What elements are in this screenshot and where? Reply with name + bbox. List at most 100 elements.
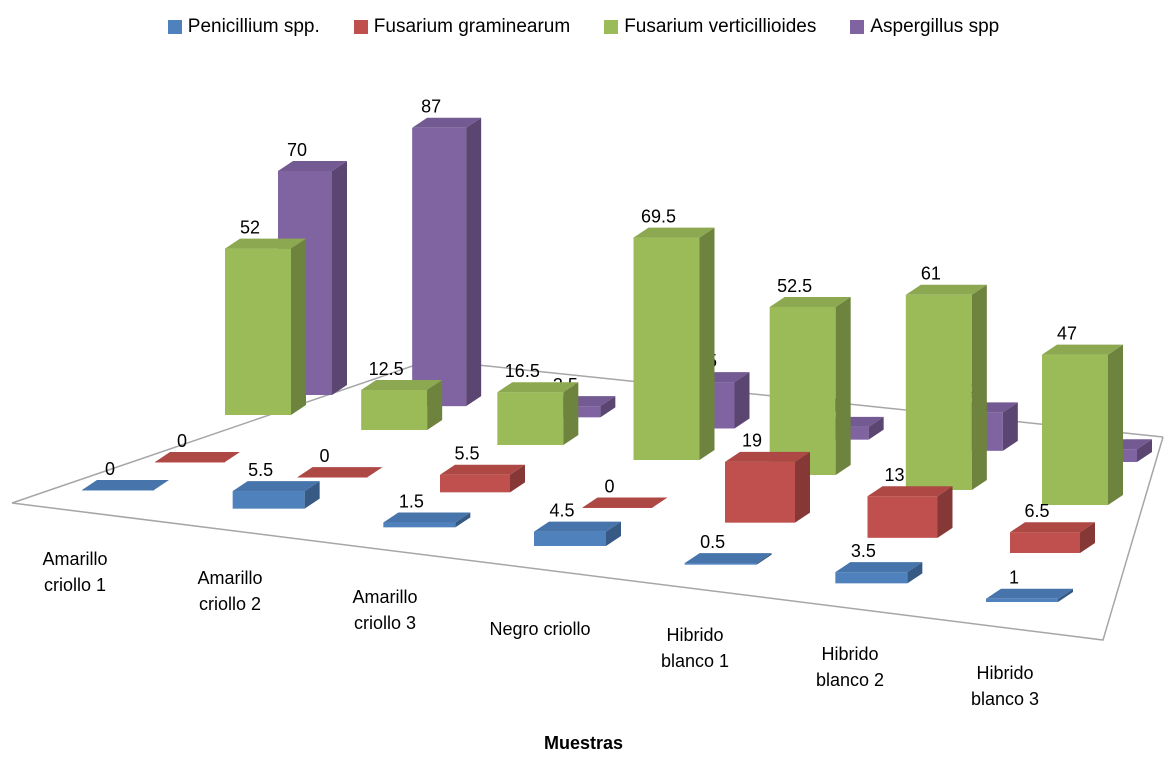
legend-swatch [353, 20, 368, 34]
data-label: 69.5 [641, 206, 676, 226]
bar-top [232, 481, 320, 492]
bar-side [868, 416, 884, 440]
bar-side [971, 284, 987, 490]
data-label: 52 [240, 217, 260, 237]
bar-front [297, 477, 368, 478]
bar-top [383, 512, 471, 523]
bar-top [440, 464, 525, 475]
bar-front [412, 127, 467, 407]
bar-top [412, 117, 482, 128]
bar [225, 238, 306, 415]
legend-label: Aspergillus spp [870, 16, 1000, 37]
x-axis-title: Muestras [543, 733, 624, 753]
bar-top [1010, 522, 1095, 533]
bar-top [905, 284, 987, 295]
bar-top [155, 452, 240, 462]
bar [582, 497, 668, 508]
bar-side [1002, 402, 1018, 451]
bar-top [82, 480, 169, 490]
data-label: 1 [1009, 568, 1019, 588]
bar-front [582, 507, 653, 508]
data-label: 16.5 [505, 361, 540, 381]
bar-side [795, 451, 810, 523]
bar-side [304, 481, 320, 509]
bar-top [835, 562, 923, 573]
bar-front [383, 522, 456, 528]
bar [297, 467, 383, 478]
legend-label: Fusarium verticillioides [624, 16, 817, 37]
bar [534, 521, 621, 546]
data-label: 61 [921, 264, 941, 284]
data-label: 87 [421, 97, 441, 117]
bar-top [225, 238, 306, 249]
bar [1042, 344, 1123, 505]
bar-top [725, 451, 810, 462]
data-label: 0 [319, 446, 329, 466]
bar [440, 464, 525, 493]
bar [412, 117, 482, 407]
bar [383, 512, 471, 528]
bar-front [232, 491, 305, 509]
bar-side [1058, 588, 1073, 602]
x-tick-label: Amarillo criollo 2 [197, 568, 263, 614]
bar-side [606, 521, 621, 546]
bar-side [1108, 344, 1123, 505]
data-label: 52.5 [777, 276, 812, 296]
bar-front [633, 237, 700, 460]
data-label: 13 [884, 465, 904, 485]
legend-item: Fusarium graminearum [353, 16, 570, 38]
bar-top [497, 382, 579, 393]
bar [361, 380, 443, 430]
bar-top [633, 227, 715, 238]
data-label: 0 [177, 431, 187, 451]
bar [1010, 522, 1095, 553]
x-tick-label: Negro criollo [489, 619, 591, 639]
x-tick-label: Hibrido blanco 3 [970, 663, 1040, 709]
bar-side [563, 382, 579, 445]
bar [835, 562, 923, 584]
legend: Penicillium spp. Fusarium graminearum Fusa… [0, 16, 1167, 38]
data-label: 3.5 [851, 541, 876, 561]
legend-label: Penicillium spp. [187, 16, 320, 37]
bar-side [734, 372, 750, 429]
bar [82, 480, 169, 491]
bar-side [1137, 439, 1152, 462]
bar-side [756, 553, 772, 565]
bar [769, 297, 851, 475]
bar-top [278, 161, 347, 171]
bar-side [600, 396, 616, 418]
bar-side [332, 161, 347, 395]
data-label: 12.5 [369, 359, 404, 379]
bar-side [510, 464, 525, 493]
bar-front [1010, 532, 1080, 553]
legend-item: Penicillium spp. [167, 16, 320, 38]
bar-top [867, 486, 953, 497]
bar [232, 481, 320, 509]
bar-front [497, 392, 564, 445]
bar-front [867, 496, 938, 538]
bar-front [361, 390, 428, 430]
data-label: 5.5 [248, 460, 273, 480]
bar [725, 451, 810, 523]
bar-front [534, 531, 606, 546]
bar-side [291, 238, 306, 415]
data-label: 19 [742, 431, 762, 451]
bar [905, 284, 987, 490]
data-label: 70 [287, 140, 307, 160]
bar [684, 553, 772, 565]
legend-swatch [167, 20, 182, 34]
bar-front [986, 598, 1058, 602]
bar-front [725, 461, 795, 523]
bar-side [1080, 522, 1095, 553]
bar-front [440, 474, 510, 493]
bar-front [225, 248, 291, 415]
bar-front [835, 572, 908, 584]
bar-top [297, 467, 383, 478]
bar-side [937, 486, 953, 538]
data-label: 1.5 [399, 491, 424, 511]
legend-swatch [604, 20, 619, 34]
legend-item: Aspergillus spp [850, 16, 999, 38]
bar-side [835, 297, 851, 475]
bar-top [769, 297, 851, 307]
data-label: 0 [604, 476, 614, 496]
